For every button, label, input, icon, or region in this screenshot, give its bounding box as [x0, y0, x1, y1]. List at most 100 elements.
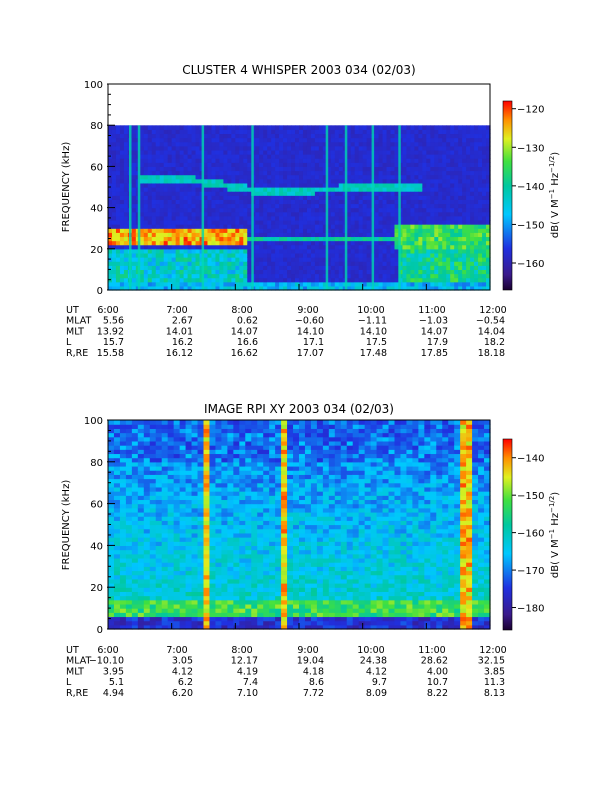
spectrogram-cell: [354, 228, 360, 233]
spectrogram-cell: [422, 125, 427, 130]
spectrogram-cell: [149, 620, 157, 626]
spectrogram-cell: [247, 224, 252, 229]
spectrogram-cell: [259, 252, 264, 258]
spectrogram-cell: [434, 211, 439, 217]
spectrogram-cell: [111, 137, 117, 143]
spectrogram-cell: [143, 273, 149, 279]
spectrogram-cell: [462, 277, 467, 283]
spectrogram-cell: [314, 277, 320, 283]
spectrogram-cell: [207, 257, 213, 262]
spectrogram-cell: [426, 166, 431, 172]
spectrogram-cell: [271, 281, 276, 287]
spectrogram-cell: [374, 224, 380, 229]
spectrogram-cell: [119, 507, 127, 513]
spectrogram-cell: [159, 129, 165, 135]
spectrogram-cell: [374, 269, 380, 275]
spectrogram-cell: [115, 269, 121, 275]
spectrogram-cell: [143, 141, 149, 147]
spectrogram-cell: [322, 211, 328, 217]
spectrogram-cell: [155, 545, 163, 551]
spectrogram-cell: [191, 178, 197, 184]
spectrogram-cell: [430, 265, 435, 270]
spectrogram-cell: [334, 145, 340, 151]
spectrogram-cell: [255, 178, 260, 184]
spectrogram-cell: [119, 191, 125, 196]
spectrogram-cell: [123, 187, 129, 192]
spectrogram-cell: [314, 141, 320, 147]
spectrogram-cell: [358, 187, 364, 192]
spectrogram-cell: [215, 457, 223, 463]
spectrogram-cell: [197, 595, 205, 601]
spectrogram-cell: [486, 154, 491, 159]
spectrogram-cell: [235, 195, 240, 200]
spectrogram-cell: [426, 137, 431, 143]
spectrogram-cell: [322, 228, 328, 233]
spectrogram-cell: [267, 170, 272, 176]
spectrogram-cell: [203, 465, 211, 471]
spectrogram-cell: [239, 137, 244, 143]
spectrogram-cell: [271, 265, 276, 270]
spectrogram-cell: [430, 215, 435, 221]
spectrogram-cell: [259, 261, 264, 266]
spectrogram-cell: [155, 265, 161, 270]
spectrogram-cell: [195, 265, 201, 270]
spectrogram-cell: [108, 265, 113, 270]
spectrogram-cell: [462, 248, 467, 254]
spectrogram-cell: [402, 240, 408, 246]
spectrogram-cell: [215, 595, 223, 601]
spectrogram-cell: [474, 281, 479, 287]
spectrogram-cell: [227, 273, 232, 279]
spectrogram-cell: [330, 187, 336, 192]
spectrogram-cell: [209, 499, 217, 505]
spectrogram-cell: [219, 261, 224, 266]
spectrogram-cell: [446, 207, 451, 213]
spectrogram-cell: [143, 277, 149, 283]
spectrogram-cell: [406, 224, 412, 229]
spectrogram-cell: [418, 125, 423, 130]
spectrogram-cell: [113, 503, 121, 509]
spectrogram-cell: [195, 281, 201, 287]
spectrogram-cell: [231, 187, 236, 192]
spectrogram-cell: [402, 137, 408, 143]
spectrogram-cell: [386, 178, 392, 184]
spectrogram-cell: [113, 591, 121, 597]
spectrogram-cell: [418, 137, 423, 143]
spectrogram-cell: [179, 524, 187, 530]
spectrogram-cell: [159, 244, 165, 250]
spectrogram-cell: [171, 240, 177, 246]
spectrogram-cell: [231, 224, 236, 229]
spectrogram-cell: [235, 277, 240, 283]
spectrogram-cell: [482, 219, 487, 225]
spectrogram-cell: [163, 261, 169, 266]
spectrogram-cell: [219, 215, 224, 221]
spectrogram-cell: [173, 491, 181, 496]
spectrogram-cell: [271, 187, 276, 192]
spectrogram-cell: [478, 240, 483, 246]
spectrogram-cell: [167, 528, 175, 534]
spectrogram-cell: [151, 273, 157, 279]
spectrogram-cell: [450, 199, 455, 205]
spectrogram-cell: [354, 174, 360, 180]
spectrogram-cell: [113, 553, 121, 559]
spectrogram-cell: [215, 240, 221, 246]
spectrogram-cell: [442, 257, 447, 262]
spectrogram-cell: [159, 236, 165, 242]
spectrogram-cell: [410, 129, 415, 135]
spectrogram-cell: [434, 133, 439, 139]
spectrogram-cell: [422, 178, 427, 184]
spectrogram-cell: [149, 520, 157, 526]
spectrogram-cell: [131, 174, 137, 180]
spectrogram-cell: [227, 166, 232, 172]
spectrogram-cell: [231, 125, 236, 130]
spectrogram-cell: [185, 616, 193, 622]
spectrogram-cell: [113, 574, 121, 580]
spectrogram-cell: [438, 178, 443, 184]
spectrogram-cell: [271, 170, 276, 176]
spectrogram-cell: [163, 228, 169, 233]
spectrogram-cell: [346, 285, 352, 291]
spectrogram-cell: [394, 219, 400, 225]
spectrogram-cell: [227, 624, 234, 630]
spectrogram-cell: [125, 537, 133, 542]
spectrogram-cell: [263, 141, 268, 147]
spectrogram-cell: [243, 125, 248, 130]
